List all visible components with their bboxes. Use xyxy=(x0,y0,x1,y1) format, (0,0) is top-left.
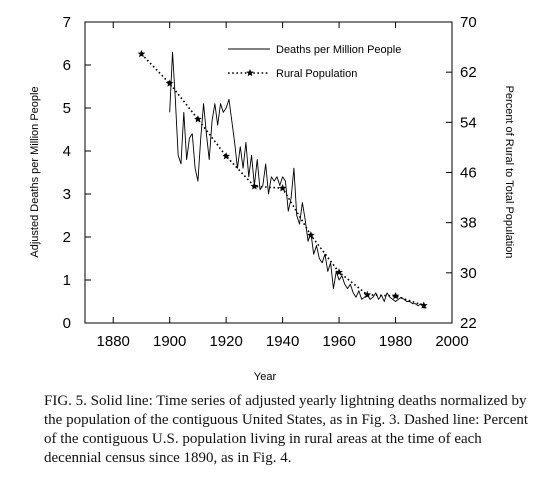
rural-point-marker xyxy=(363,290,372,299)
y-tick-label: 5 xyxy=(63,100,71,117)
y2-axis-ticks: 22 30 38 46 54 62 70 xyxy=(446,14,477,332)
x-axis-ticks: 1880 1900 1920 1940 1960 1980 2000 xyxy=(97,22,469,350)
caption-label: FIG. 5. xyxy=(44,393,87,409)
y2-tick-label: 38 xyxy=(460,215,477,232)
plot-frame xyxy=(84,21,453,324)
legend: Deaths per Million People Rural Populati… xyxy=(228,44,401,80)
caption-text: Solid line: Time series of adjusted year… xyxy=(44,393,529,466)
y-axis-title: Adjusted Deaths per Million People xyxy=(29,86,41,257)
rural-point-marker xyxy=(250,182,259,190)
x-tick-label: 1900 xyxy=(153,333,186,350)
rural-point-marker xyxy=(137,49,146,58)
y2-tick-label: 70 xyxy=(460,14,477,31)
series-rural-line xyxy=(140,53,425,307)
rural-point-marker xyxy=(307,231,315,239)
x-tick-label: 1880 xyxy=(97,333,130,350)
rural-point-marker xyxy=(419,301,428,309)
series-deaths-line xyxy=(169,51,427,309)
y-tick-label: 4 xyxy=(63,143,71,160)
y-tick-label: 0 xyxy=(63,315,71,332)
x-tick-label: 1940 xyxy=(266,333,299,350)
y-tick-label: 3 xyxy=(63,186,71,203)
y2-tick-label: 54 xyxy=(460,114,477,131)
rural-point-marker xyxy=(278,184,287,192)
y-axis-ticks: 0 1 2 3 4 5 6 7 xyxy=(63,14,91,332)
series-layer xyxy=(137,49,428,309)
rural-point-marker xyxy=(165,79,174,87)
y-tick-label: 6 xyxy=(63,57,71,74)
legend-label-deaths: Deaths per Million People xyxy=(276,44,401,56)
rural-point-marker xyxy=(194,115,202,123)
y-tick-label: 2 xyxy=(63,229,71,246)
figure-caption: FIG. 5. Solid line: Time series of adjus… xyxy=(44,392,530,468)
y2-axis-title: Percent of Rural to Total Population xyxy=(503,86,515,259)
y2-tick-label: 62 xyxy=(460,64,477,81)
y-tick-label: 7 xyxy=(63,14,71,31)
y2-tick-label: 30 xyxy=(460,265,477,282)
x-tick-label: 1980 xyxy=(379,333,412,350)
chart-figure: 1880 1900 1920 1940 1960 1980 2000 0 1 2 3 4 5 6 7 22… xyxy=(29,14,515,383)
y-tick-label: 1 xyxy=(63,272,71,289)
x-tick-label: 1960 xyxy=(322,333,355,350)
x-tick-label: 2000 xyxy=(435,333,468,350)
y2-tick-label: 46 xyxy=(460,165,477,182)
legend-label-rural: Rural Population xyxy=(276,68,357,80)
rural-point-marker xyxy=(222,152,230,160)
chart-svg: 1880 1900 1920 1940 1960 1980 2000 0 1 2 3 4 5 6 7 22… xyxy=(29,14,515,383)
x-tick-label: 1920 xyxy=(209,333,242,350)
legend-star-marker xyxy=(246,69,254,77)
rural-point-marker xyxy=(335,268,343,276)
y2-tick-label: 22 xyxy=(460,315,477,332)
x-axis-title: Year xyxy=(254,371,277,383)
rural-point-marker xyxy=(391,292,400,300)
